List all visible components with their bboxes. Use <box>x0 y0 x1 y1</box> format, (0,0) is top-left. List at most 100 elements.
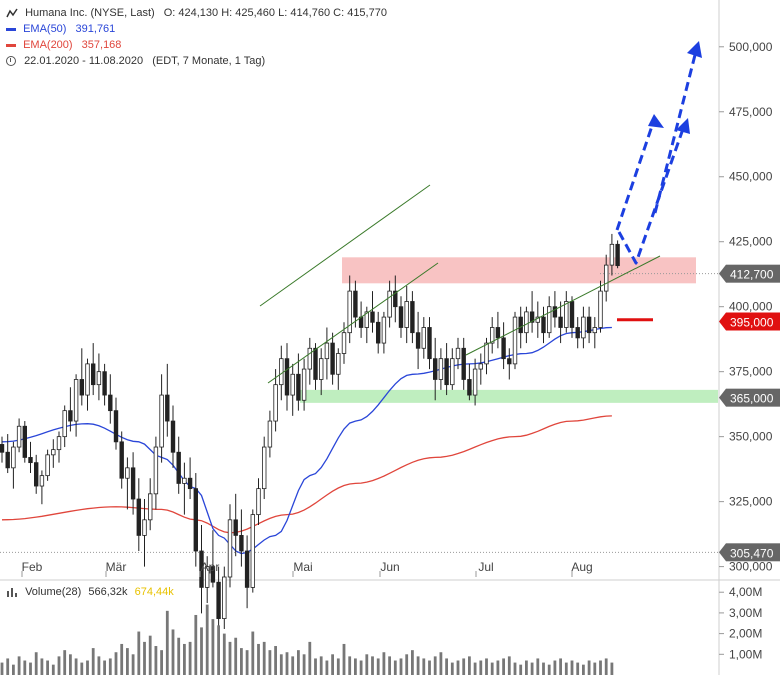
candle-body <box>575 327 580 339</box>
candle-body <box>96 371 102 386</box>
volume-bar <box>257 643 260 675</box>
candle-body <box>233 519 238 536</box>
candle-body <box>341 332 347 354</box>
candle <box>68 387 73 432</box>
ema-layer <box>1 326 612 555</box>
volume-value: 566,32k <box>88 586 128 598</box>
clock-icon <box>6 56 16 67</box>
candle-body <box>501 337 506 360</box>
candle <box>581 306 586 349</box>
volume-bar <box>371 656 374 675</box>
candle-body <box>244 550 250 588</box>
volume-bar <box>17 656 21 675</box>
candle <box>176 436 181 494</box>
volume-bar <box>205 604 209 675</box>
candle-body <box>552 306 558 318</box>
candle <box>79 348 84 406</box>
candle <box>187 457 193 500</box>
trend-channel-line-2 <box>267 262 439 384</box>
candle <box>609 233 615 276</box>
volume-bar <box>120 643 124 675</box>
volume-y-tick-label: 4,00M <box>729 585 762 599</box>
candle-body <box>336 353 341 375</box>
volume-bar <box>445 658 448 675</box>
y-tick-label: 500,000 <box>729 40 773 54</box>
candle <box>56 431 62 463</box>
candle-body <box>91 363 96 386</box>
candle-body <box>261 446 267 490</box>
volume-bar <box>342 643 346 675</box>
candle-body <box>11 446 16 469</box>
volume-header: Volume(28) 566,32k 674,44k <box>6 586 174 598</box>
volume-bar <box>462 658 466 675</box>
candle-body <box>330 342 335 375</box>
candle-body <box>564 301 569 328</box>
candle-body <box>598 290 603 328</box>
candle-body <box>529 311 535 323</box>
chart-logo-icon <box>6 8 18 18</box>
candle <box>261 436 267 500</box>
candle <box>569 296 575 338</box>
grid-layer <box>0 273 718 553</box>
candle <box>489 317 495 354</box>
candle-body <box>410 301 415 334</box>
candle-body <box>0 444 5 453</box>
candle-body <box>147 493 153 521</box>
candle-body <box>541 316 546 334</box>
candle <box>478 353 483 385</box>
candle <box>415 311 421 370</box>
volume-bar <box>0 662 4 675</box>
date-range: 22.01.2020 - 11.08.2020 <box>24 55 144 67</box>
candle <box>153 436 159 510</box>
volume-bar <box>274 646 277 675</box>
volume-bar <box>490 662 494 675</box>
candle <box>444 343 449 396</box>
candle-body <box>73 379 79 422</box>
candle <box>170 405 176 468</box>
candle-body <box>432 358 438 380</box>
candle <box>244 535 250 609</box>
volume-bar <box>422 658 426 675</box>
candle <box>330 332 335 385</box>
candle <box>204 556 210 603</box>
projection-arrow-2 <box>615 119 656 231</box>
candle <box>267 410 273 458</box>
candle <box>318 348 324 396</box>
volume-bar <box>200 627 203 675</box>
price-badge-pointer <box>719 388 726 407</box>
volume-bar <box>519 664 523 675</box>
volume-bar <box>74 658 78 675</box>
candle-body <box>604 264 609 292</box>
candle <box>353 280 358 328</box>
candle-body <box>318 358 324 380</box>
candle <box>284 343 290 411</box>
candle <box>91 343 96 396</box>
candle <box>495 311 501 349</box>
volume-bar <box>46 660 49 675</box>
arrow-head-2 <box>676 118 690 134</box>
volume-bar <box>439 652 443 675</box>
candle-body <box>56 436 62 451</box>
candle-body <box>273 384 278 422</box>
candle <box>404 285 409 344</box>
candle-body <box>176 451 181 484</box>
candle-body <box>364 311 369 328</box>
candle-body <box>370 311 375 323</box>
candle <box>307 337 312 385</box>
candle <box>85 358 90 411</box>
chart-title: Humana Inc. (NYSE, Last) <box>25 7 155 19</box>
y-tick-label: 300,000 <box>729 560 773 574</box>
volume-bar <box>240 648 243 675</box>
candle-body <box>62 410 67 438</box>
ema200-value: 357,168 <box>81 39 122 51</box>
ema50-line <box>1 326 612 555</box>
candle <box>51 439 56 468</box>
volume-bar <box>188 641 192 675</box>
x-tick-label: Jul <box>478 560 493 574</box>
candle-body <box>210 566 216 583</box>
price-badge-pointer <box>719 264 726 283</box>
candle-body <box>204 566 210 588</box>
candle <box>375 311 381 354</box>
candle <box>142 499 147 567</box>
candle <box>45 449 50 481</box>
